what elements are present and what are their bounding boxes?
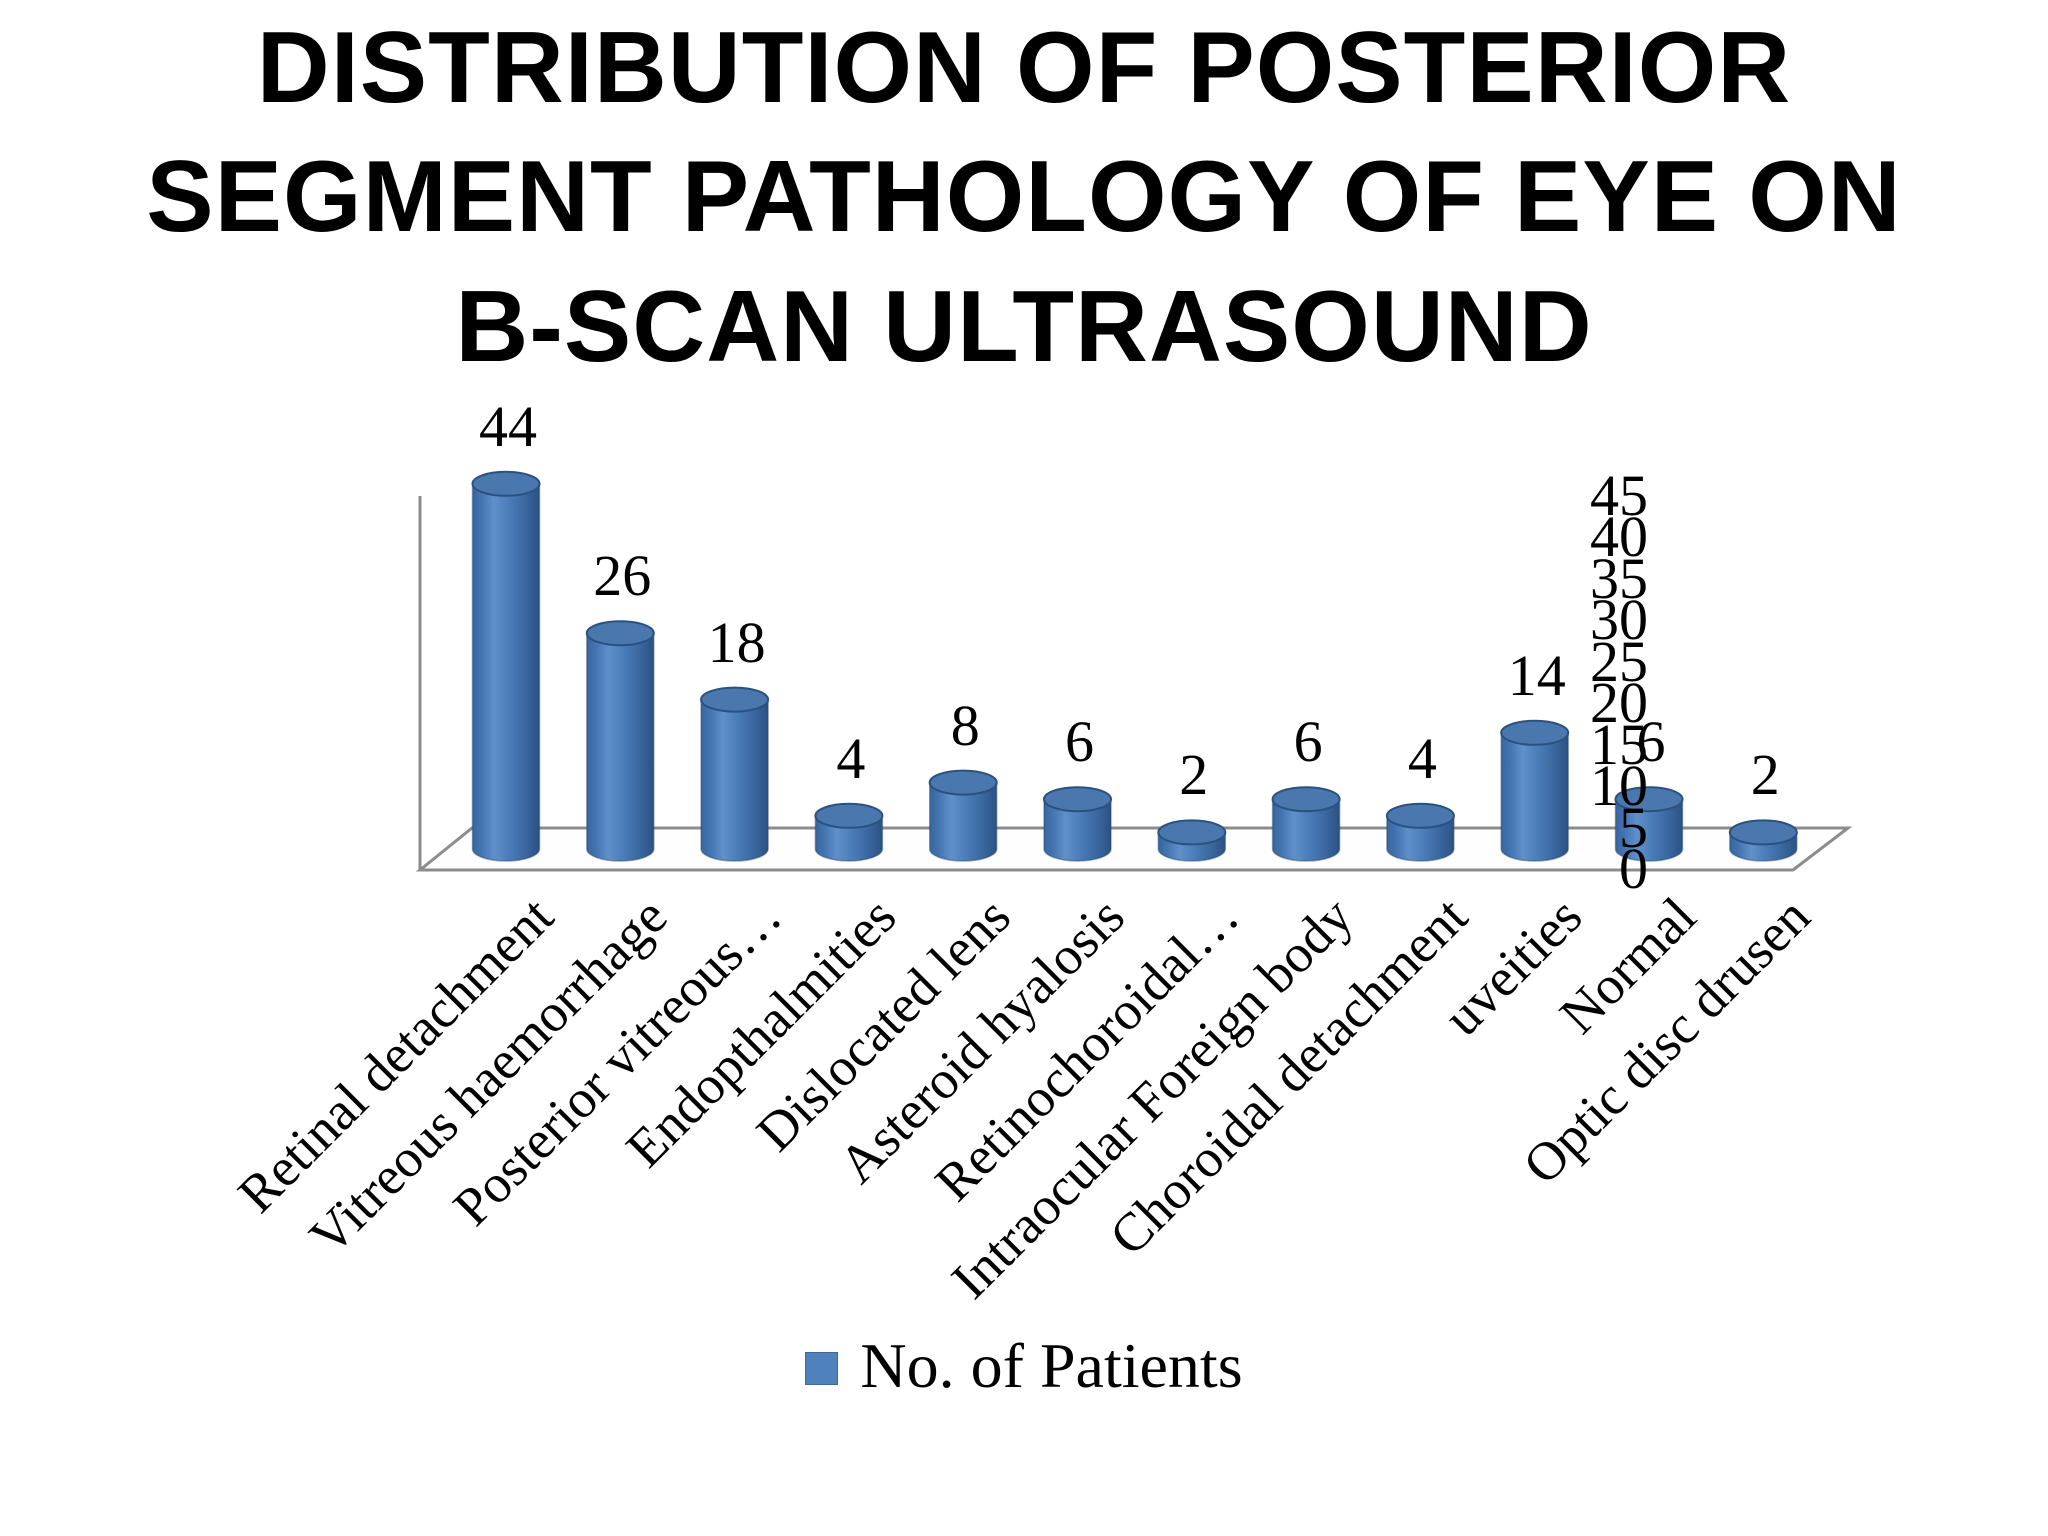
bar-cylinder-top [1157, 819, 1227, 846]
y-axis-tick-label: 0 [1619, 835, 1648, 901]
bar-value-label: 6 [1065, 709, 1094, 775]
bar-cylinder-body [471, 483, 541, 862]
bar-cylinder-top [1043, 786, 1112, 813]
bar-cylinder-top [471, 470, 541, 497]
y-axis-tick-label: 40 [1590, 503, 1648, 569]
bar-cylinder-top [814, 802, 884, 829]
chart-title: DISTRIBUTION OF POSTERIOR SEGMENT PATHOL… [0, 4, 2048, 392]
y-axis-tick-label: 15 [1590, 711, 1648, 777]
bar-value-label: 26 [593, 543, 652, 609]
bar-cylinder-top [1614, 786, 1684, 813]
bar-cylinder-top [700, 686, 770, 713]
bar-value-label: 6 [1293, 709, 1323, 775]
bar-value-label: 18 [707, 609, 766, 675]
y-axis-tick-label: 30 [1590, 586, 1648, 652]
bar-cylinder-top [1385, 802, 1455, 829]
bar-cylinder-top [1271, 786, 1341, 813]
bar-cylinder-top [1500, 719, 1570, 746]
y-axis-tick-label: 35 [1590, 545, 1648, 611]
y-axis-tick-label: 20 [1590, 669, 1648, 735]
title-line-2: SEGMENT PATHOLOGY OF EYE ON [146, 141, 1902, 254]
title-line-3: B-SCAN ULTRASOUND [455, 270, 1593, 383]
bar-value-label: 8 [950, 692, 980, 758]
y-axis-tick-label: 5 [1619, 794, 1648, 860]
bar-value-label: 4 [836, 725, 866, 791]
legend-swatch [805, 1351, 839, 1385]
bar-value-label: 6 [1636, 709, 1666, 775]
y-axis-tick-label: 10 [1590, 752, 1648, 818]
bar-value-label: 2 [1179, 742, 1209, 808]
legend-label: No. of Patients [860, 1330, 1243, 1401]
bar-value-label: 4 [1407, 725, 1437, 791]
bar-value-label: 14 [1507, 642, 1566, 708]
bars-group [471, 470, 1798, 862]
legend: No. of Patients [0, 1328, 2048, 1404]
bar-value-label: 2 [1750, 742, 1780, 808]
y-axis-tick-label: 25 [1590, 628, 1648, 694]
bar-value-label: 44 [479, 393, 537, 459]
bar-cylinder-body [586, 633, 655, 862]
bar-cylinder-body [700, 699, 769, 862]
bar-cylinder-top [928, 769, 998, 796]
bar-cylinder-body [1500, 732, 1569, 862]
bar-cylinder-top [1728, 819, 1798, 846]
title-line-1: DISTRIBUTION OF POSTERIOR [256, 12, 1792, 124]
y-axis-tick-label: 45 [1590, 462, 1648, 528]
bar-cylinder-top [585, 620, 655, 647]
chart-floor [415, 826, 1853, 872]
